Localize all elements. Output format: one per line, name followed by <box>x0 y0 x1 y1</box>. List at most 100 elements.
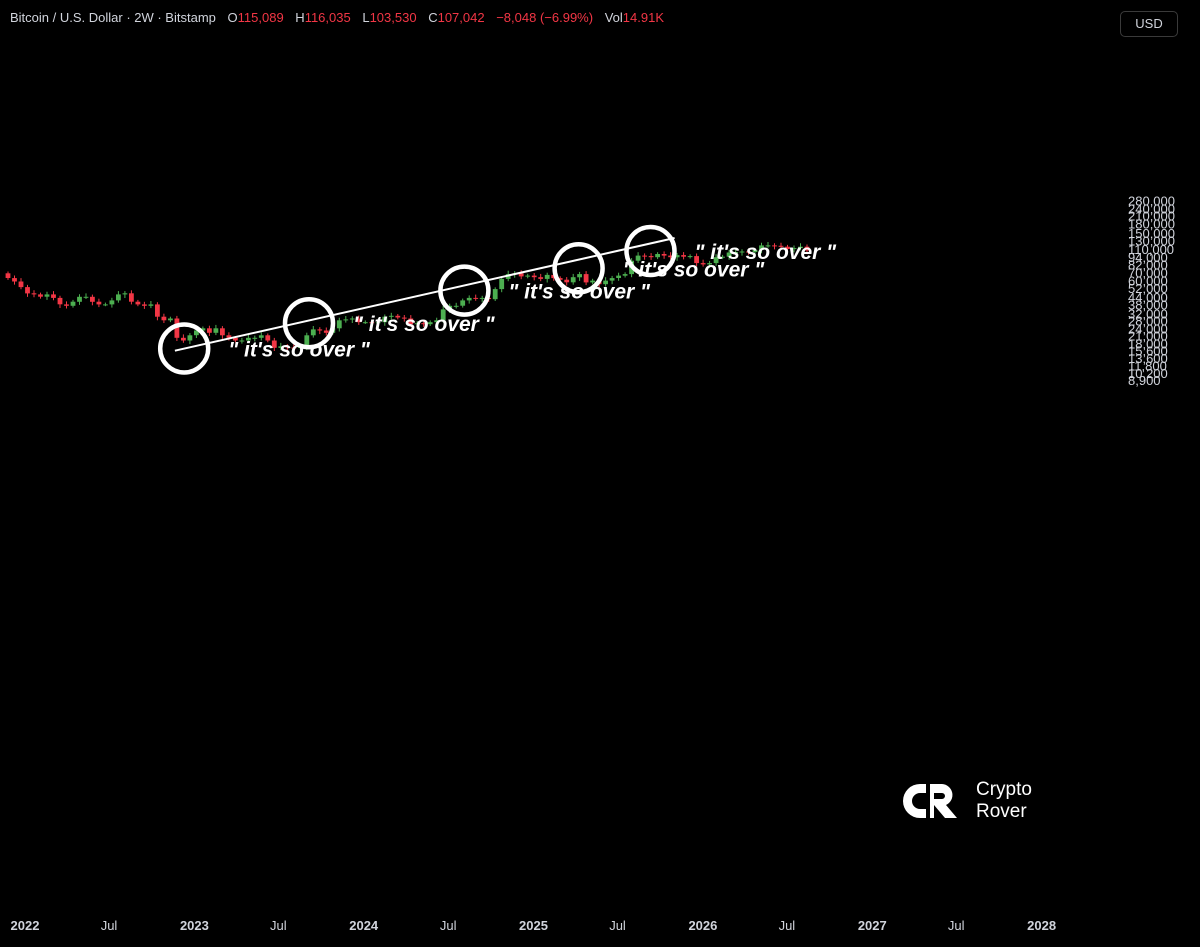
price-tick-label: 15,600 <box>1128 344 1168 359</box>
price-tick-label: 130,000 <box>1128 233 1175 248</box>
change-value: −8,048 (−6.99%) <box>496 10 594 25</box>
candle <box>564 277 570 286</box>
candle <box>246 334 251 343</box>
time-tick-label: Jul <box>948 918 965 933</box>
candle <box>25 284 30 297</box>
candle <box>187 333 193 345</box>
price-tick-label: 240,000 <box>1128 201 1175 216</box>
annotation-label: " it's so over " <box>353 313 496 336</box>
price-tick-label: 11,800 <box>1128 358 1167 373</box>
candle <box>408 315 414 327</box>
candle <box>733 248 738 255</box>
candle <box>375 318 381 326</box>
touch-circle <box>552 242 605 295</box>
candle <box>12 275 17 285</box>
touch-circle <box>282 296 336 350</box>
time-tick-label: Jul <box>609 918 626 933</box>
candle <box>343 316 349 323</box>
candle <box>291 344 297 351</box>
high-value: 116,035 <box>304 10 351 25</box>
price-tick-label: 94,000 <box>1128 250 1168 265</box>
candle <box>220 326 225 339</box>
price-tick-label: 13,600 <box>1128 351 1168 366</box>
open-value: 115,089 <box>237 10 284 25</box>
candle <box>336 317 342 332</box>
touch-circle <box>438 264 491 317</box>
candle <box>142 301 147 309</box>
support-trendline[interactable] <box>174 237 675 352</box>
candle <box>284 344 290 352</box>
price-axis[interactable]: 280,000240,000210,000180,000150,000130,0… <box>1128 193 1175 388</box>
candle <box>323 327 329 336</box>
close-value: 107,042 <box>437 10 485 25</box>
candle <box>213 324 219 336</box>
price-tick-label: 8,900 <box>1128 373 1161 388</box>
candle <box>155 302 160 321</box>
candle <box>583 271 589 286</box>
candle <box>746 248 751 255</box>
candle <box>51 291 56 301</box>
open-label: O <box>227 10 238 25</box>
candle <box>538 273 544 282</box>
candle <box>18 278 24 290</box>
candle <box>499 276 505 293</box>
candle <box>83 293 89 299</box>
time-tick-label: 2026 <box>688 918 717 933</box>
candle <box>798 243 803 251</box>
candle <box>440 306 446 323</box>
price-tick-label: 150,000 <box>1128 226 1175 241</box>
price-tick-label: 280,000 <box>1128 193 1175 208</box>
low-label: L <box>362 10 370 25</box>
candle <box>382 314 388 326</box>
price-tick-label: 24,000 <box>1128 321 1168 336</box>
candle <box>414 321 420 328</box>
candle <box>388 312 394 320</box>
candle <box>96 298 102 308</box>
candle <box>739 249 745 256</box>
touch-circle <box>157 322 211 375</box>
candle <box>765 242 771 248</box>
candle <box>38 292 43 299</box>
candle <box>603 277 608 287</box>
candle <box>785 244 790 251</box>
price-tick-label: 10,200 <box>1128 366 1168 381</box>
candle <box>772 243 777 250</box>
trendline-layer: " it's so over " " it's so over " " it's s… <box>157 224 837 375</box>
candle <box>168 316 173 323</box>
candle <box>635 252 641 263</box>
vol-label: Vol <box>604 10 623 25</box>
candle <box>122 291 128 298</box>
candle <box>310 326 316 338</box>
candle <box>681 252 686 260</box>
time-axis[interactable]: 2022 Jul 2023 Jul 2024 Jul 2025 Jul 2026 Jul 2027 J… <box>11 918 1057 933</box>
price-tick-label: 21,000 <box>1128 328 1168 343</box>
candle <box>161 313 167 323</box>
candle <box>570 273 576 285</box>
price-tick-label: 60,000 <box>1128 274 1168 289</box>
time-tick-label: Jul <box>101 918 118 933</box>
currency-button[interactable]: USD <box>1120 11 1178 37</box>
cr-logo-icon <box>903 784 957 818</box>
price-tick-label: 18,000 <box>1128 336 1168 351</box>
candle <box>616 272 621 281</box>
candle <box>395 314 401 320</box>
price-tick-label: 70,000 <box>1128 266 1168 281</box>
candle <box>148 301 154 309</box>
candle <box>129 290 134 305</box>
candle <box>713 254 719 266</box>
candle <box>700 259 706 267</box>
candle <box>655 252 660 260</box>
candle <box>271 337 277 351</box>
candle <box>525 273 531 279</box>
candle <box>109 297 115 308</box>
candle <box>70 299 76 308</box>
candle <box>239 337 245 344</box>
time-tick-label: 2025 <box>519 918 548 933</box>
candle <box>207 325 212 336</box>
candle <box>90 294 95 306</box>
candle <box>5 271 11 280</box>
logo-line-2: Rover <box>976 801 1027 822</box>
time-tick-label: 2028 <box>1027 918 1056 933</box>
candle <box>265 333 271 343</box>
